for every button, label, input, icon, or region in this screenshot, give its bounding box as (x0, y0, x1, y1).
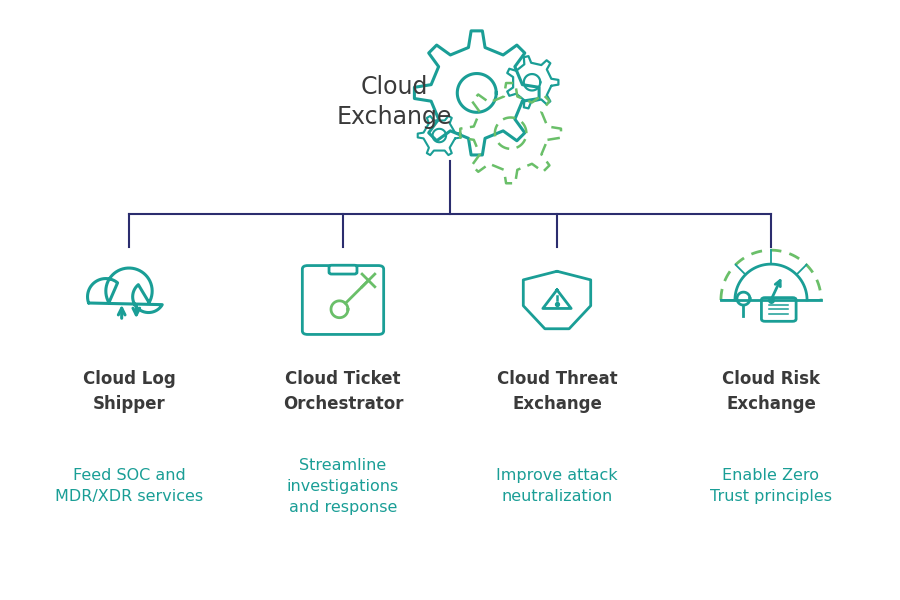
Text: Exchange: Exchange (337, 104, 453, 128)
Text: Improve attack
neutralization: Improve attack neutralization (496, 469, 617, 505)
Text: Streamline
investigations
and response: Streamline investigations and response (287, 458, 399, 515)
Text: Feed SOC and
MDR/XDR services: Feed SOC and MDR/XDR services (55, 469, 203, 505)
Text: Cloud Log
Shipper: Cloud Log Shipper (83, 370, 176, 413)
Text: Cloud Threat
Exchange: Cloud Threat Exchange (497, 370, 617, 413)
Text: Enable Zero
Trust principles: Enable Zero Trust principles (710, 469, 832, 505)
Text: Cloud Ticket
Orchestrator: Cloud Ticket Orchestrator (283, 370, 403, 413)
Text: Cloud: Cloud (361, 75, 428, 99)
Text: Cloud Risk
Exchange: Cloud Risk Exchange (722, 370, 820, 413)
FancyBboxPatch shape (329, 265, 357, 274)
